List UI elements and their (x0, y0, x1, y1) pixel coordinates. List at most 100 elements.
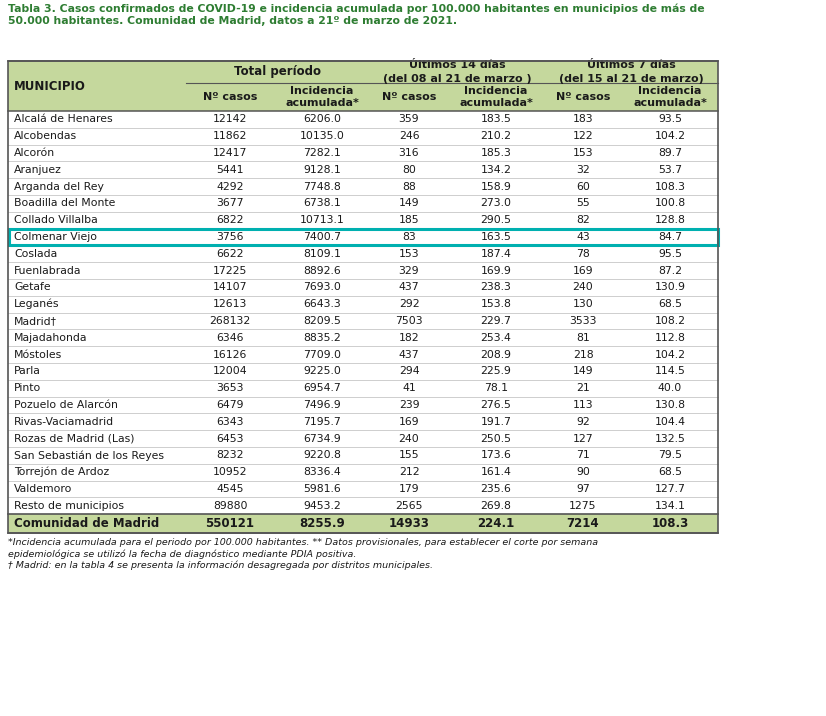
Text: 7195.7: 7195.7 (303, 417, 341, 427)
Text: 130: 130 (572, 299, 593, 309)
Text: Últimos 7 días
(del 15 al 21 de marzo): Últimos 7 días (del 15 al 21 de marzo) (558, 60, 704, 84)
Text: 14933: 14933 (388, 517, 430, 531)
Text: 208.9: 208.9 (481, 349, 511, 359)
Text: 89880: 89880 (213, 500, 247, 511)
Text: 8209.5: 8209.5 (303, 316, 341, 326)
Text: 238.3: 238.3 (481, 282, 511, 292)
Text: 158.9: 158.9 (481, 182, 511, 192)
Text: 11862: 11862 (213, 131, 247, 141)
Text: 292: 292 (399, 299, 420, 309)
Text: 104.2: 104.2 (654, 349, 686, 359)
Text: 100.8: 100.8 (654, 198, 686, 208)
Text: 273.0: 273.0 (481, 198, 511, 208)
Text: 112.8: 112.8 (654, 333, 686, 343)
Text: 5441: 5441 (216, 165, 244, 175)
Text: 8892.6: 8892.6 (303, 266, 341, 276)
Text: 7400.7: 7400.7 (303, 232, 341, 242)
Text: 7693.0: 7693.0 (303, 282, 341, 292)
Text: 437: 437 (399, 282, 420, 292)
Text: 5981.6: 5981.6 (303, 484, 341, 494)
Text: 276.5: 276.5 (481, 400, 511, 410)
Text: Parla: Parla (14, 367, 40, 377)
Text: 40.0: 40.0 (657, 383, 682, 393)
Text: Alcalá de Henares: Alcalá de Henares (14, 115, 112, 125)
Text: 8255.9: 8255.9 (299, 517, 345, 531)
Text: 82: 82 (576, 216, 590, 226)
Text: 3677: 3677 (216, 198, 244, 208)
Text: 187.4: 187.4 (481, 248, 511, 258)
Text: 130.9: 130.9 (654, 282, 686, 292)
Text: 68.5: 68.5 (658, 468, 682, 477)
Text: 95.5: 95.5 (658, 248, 682, 258)
Text: 114.5: 114.5 (654, 367, 686, 377)
Text: 268132: 268132 (209, 316, 250, 326)
Text: 153.8: 153.8 (481, 299, 511, 309)
Text: Total período: Total período (235, 65, 321, 79)
Text: 7282.1: 7282.1 (303, 148, 341, 158)
Text: Pinto: Pinto (14, 383, 41, 393)
Text: 183.5: 183.5 (481, 115, 511, 125)
Text: 128.8: 128.8 (654, 216, 686, 226)
Text: 89.7: 89.7 (658, 148, 682, 158)
Text: 10713.1: 10713.1 (300, 216, 344, 226)
Text: 104.2: 104.2 (654, 131, 686, 141)
Text: *Incidencia acumulada para el periodo por 100.000 habitantes. ** Datos provision: *Incidencia acumulada para el periodo po… (8, 538, 598, 547)
Text: 108.2: 108.2 (654, 316, 686, 326)
Text: 212: 212 (399, 468, 420, 477)
Text: 4292: 4292 (216, 182, 244, 192)
Text: 550121: 550121 (206, 517, 254, 531)
Text: 6643.3: 6643.3 (303, 299, 341, 309)
Text: 437: 437 (399, 349, 420, 359)
Text: 6738.1: 6738.1 (303, 198, 341, 208)
Text: 149: 149 (572, 367, 593, 377)
Text: 83: 83 (402, 232, 415, 242)
Text: 8336.4: 8336.4 (303, 468, 341, 477)
Text: 155: 155 (399, 450, 420, 460)
Text: 134.1: 134.1 (654, 500, 686, 511)
Text: Móstoles: Móstoles (14, 349, 62, 359)
Text: 269.8: 269.8 (481, 500, 511, 511)
Bar (8, 229, 718, 245)
Text: 359: 359 (399, 115, 420, 125)
Text: 7503: 7503 (395, 316, 423, 326)
Text: Coslada: Coslada (14, 248, 57, 258)
Text: 8109.1: 8109.1 (303, 248, 341, 258)
Text: 7496.9: 7496.9 (303, 400, 341, 410)
Text: 81: 81 (576, 333, 590, 343)
Text: 329: 329 (399, 266, 420, 276)
Text: 90: 90 (576, 468, 590, 477)
Text: 134.2: 134.2 (481, 165, 511, 175)
Text: 163.5: 163.5 (481, 232, 511, 242)
Text: 6343: 6343 (216, 417, 244, 427)
Text: 8835.2: 8835.2 (303, 333, 341, 343)
Text: Rozas de Madrid (Las): Rozas de Madrid (Las) (14, 434, 135, 444)
Text: 104.4: 104.4 (654, 417, 686, 427)
Text: 153: 153 (572, 148, 593, 158)
Text: 14107: 14107 (213, 282, 247, 292)
Text: 185.3: 185.3 (481, 148, 511, 158)
Text: 169: 169 (399, 417, 420, 427)
Bar (8, 61, 718, 111)
Text: epidemiológica se utilizó la fecha de diagnóstico mediante PDIA positiva.: epidemiológica se utilizó la fecha de di… (8, 549, 356, 558)
Text: San Sebastián de los Reyes: San Sebastián de los Reyes (14, 450, 164, 460)
Text: MUNICIPIO: MUNICIPIO (14, 79, 86, 92)
Text: 250.5: 250.5 (481, 434, 511, 444)
Text: 50.000 habitantes. Comunidad de Madrid, datos a 21º de marzo de 2021.: 50.000 habitantes. Comunidad de Madrid, … (8, 16, 457, 26)
Text: 87.2: 87.2 (658, 266, 682, 276)
Text: 7214: 7214 (567, 517, 600, 531)
Text: Incidencia
acumulada*: Incidencia acumulada* (459, 86, 533, 108)
Text: 185: 185 (399, 216, 420, 226)
Text: 97: 97 (576, 484, 590, 494)
Text: 16126: 16126 (213, 349, 247, 359)
Text: 132.5: 132.5 (654, 434, 686, 444)
Text: 149: 149 (399, 198, 420, 208)
Text: 294: 294 (399, 367, 420, 377)
Bar (8, 61, 718, 533)
Text: 92: 92 (576, 417, 590, 427)
Text: 127.7: 127.7 (654, 484, 686, 494)
Text: 130.8: 130.8 (654, 400, 686, 410)
Text: 68.5: 68.5 (658, 299, 682, 309)
Text: 6479: 6479 (216, 400, 244, 410)
Text: 183: 183 (572, 115, 593, 125)
Text: Incidencia
acumulada*: Incidencia acumulada* (633, 86, 707, 108)
